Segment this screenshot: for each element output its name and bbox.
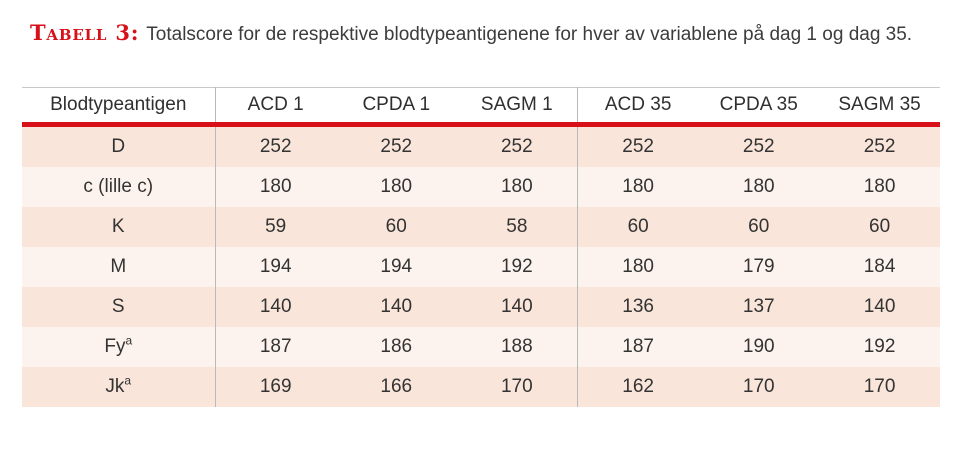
table-row: c (lille c) 180 180 180 180 180 180 xyxy=(22,167,940,207)
table-row: K 59 60 58 60 60 60 xyxy=(22,207,940,247)
score-cell: 180 xyxy=(577,167,699,207)
score-cell: 252 xyxy=(335,124,457,167)
antigen-label: c (lille c) xyxy=(83,176,154,197)
score-cell: 136 xyxy=(577,287,699,327)
score-cell: 140 xyxy=(335,287,457,327)
score-cell: 140 xyxy=(456,287,578,327)
column-header: Blodtypeantigen xyxy=(22,87,216,125)
score-cell: 252 xyxy=(577,124,699,167)
score-cell: 252 xyxy=(215,124,336,167)
antigen-superscript: a xyxy=(125,333,133,348)
score-cell: 184 xyxy=(819,247,940,287)
table-row: D 252 252 252 252 252 252 xyxy=(22,124,940,167)
column-header: CPDA 35 xyxy=(698,87,820,125)
antigen-cell: K xyxy=(22,207,216,247)
antigen-cell: Jka xyxy=(22,367,216,407)
score-cell: 180 xyxy=(819,167,940,207)
score-cell: 180 xyxy=(215,167,336,207)
score-cell: 60 xyxy=(819,207,940,247)
score-cell: 192 xyxy=(456,247,578,287)
score-cell: 137 xyxy=(698,287,820,327)
score-cell: 180 xyxy=(577,247,699,287)
table-caption-text: Totalscore for de respektive blodtypeant… xyxy=(146,24,913,45)
score-cell: 58 xyxy=(456,207,578,247)
blood-antigen-score-table: Blodtypeantigen ACD 1 CPDA 1 SAGM 1 ACD 35 CP… xyxy=(22,87,940,407)
score-cell: 162 xyxy=(577,367,699,407)
table-row: M 194 194 192 180 179 184 xyxy=(22,247,940,287)
antigen-label: K xyxy=(111,216,125,237)
score-cell: 180 xyxy=(456,167,578,207)
antigen-label: Jk xyxy=(105,376,125,397)
table-caption-label: Tabell 3: xyxy=(30,20,140,45)
column-header: ACD 1 xyxy=(215,87,336,125)
score-cell: 170 xyxy=(819,367,940,407)
score-cell: 187 xyxy=(577,327,699,367)
score-cell: 170 xyxy=(698,367,820,407)
table-header-row: Blodtypeantigen ACD 1 CPDA 1 SAGM 1 ACD 35 CP… xyxy=(22,87,940,125)
column-header: SAGM 1 xyxy=(456,87,578,125)
antigen-cell: S xyxy=(22,287,216,327)
antigen-cell: M xyxy=(22,247,216,287)
antigen-cell: Fya xyxy=(22,327,216,367)
antigen-label: Fy xyxy=(104,336,126,357)
score-cell: 170 xyxy=(456,367,578,407)
table-caption: Tabell 3: Totalscore for de respektive b… xyxy=(0,0,960,51)
score-cell: 180 xyxy=(335,167,457,207)
column-header: SAGM 35 xyxy=(819,87,940,125)
table-row: Fya 187 186 188 187 190 192 xyxy=(22,327,940,367)
score-cell: 179 xyxy=(698,247,820,287)
antigen-label: D xyxy=(111,136,126,157)
score-cell: 186 xyxy=(335,327,457,367)
column-header: ACD 35 xyxy=(577,87,699,125)
antigen-label: M xyxy=(110,256,127,277)
score-cell: 252 xyxy=(698,124,820,167)
score-cell: 180 xyxy=(698,167,820,207)
score-cell: 169 xyxy=(215,367,336,407)
score-cell: 187 xyxy=(215,327,336,367)
score-cell: 140 xyxy=(215,287,336,327)
score-cell: 188 xyxy=(456,327,578,367)
antigen-label: S xyxy=(111,296,125,317)
score-cell: 60 xyxy=(577,207,699,247)
score-cell: 252 xyxy=(819,124,940,167)
table-body: D 252 252 252 252 252 252 c (lille c) 180 180 180 1… xyxy=(22,124,940,407)
score-cell: 194 xyxy=(215,247,336,287)
score-cell: 166 xyxy=(335,367,457,407)
score-cell: 140 xyxy=(819,287,940,327)
column-header: CPDA 1 xyxy=(335,87,457,125)
antigen-superscript: a xyxy=(124,373,132,388)
score-cell: 60 xyxy=(698,207,820,247)
score-cell: 190 xyxy=(698,327,820,367)
table-row: Jka 169 166 170 162 170 170 xyxy=(22,367,940,407)
score-cell: 194 xyxy=(335,247,457,287)
score-cell: 59 xyxy=(215,207,336,247)
antigen-cell: c (lille c) xyxy=(22,167,216,207)
score-cell: 252 xyxy=(456,124,578,167)
score-cell: 60 xyxy=(335,207,457,247)
antigen-cell: D xyxy=(22,124,216,167)
table-row: S 140 140 140 136 137 140 xyxy=(22,287,940,327)
score-cell: 192 xyxy=(819,327,940,367)
